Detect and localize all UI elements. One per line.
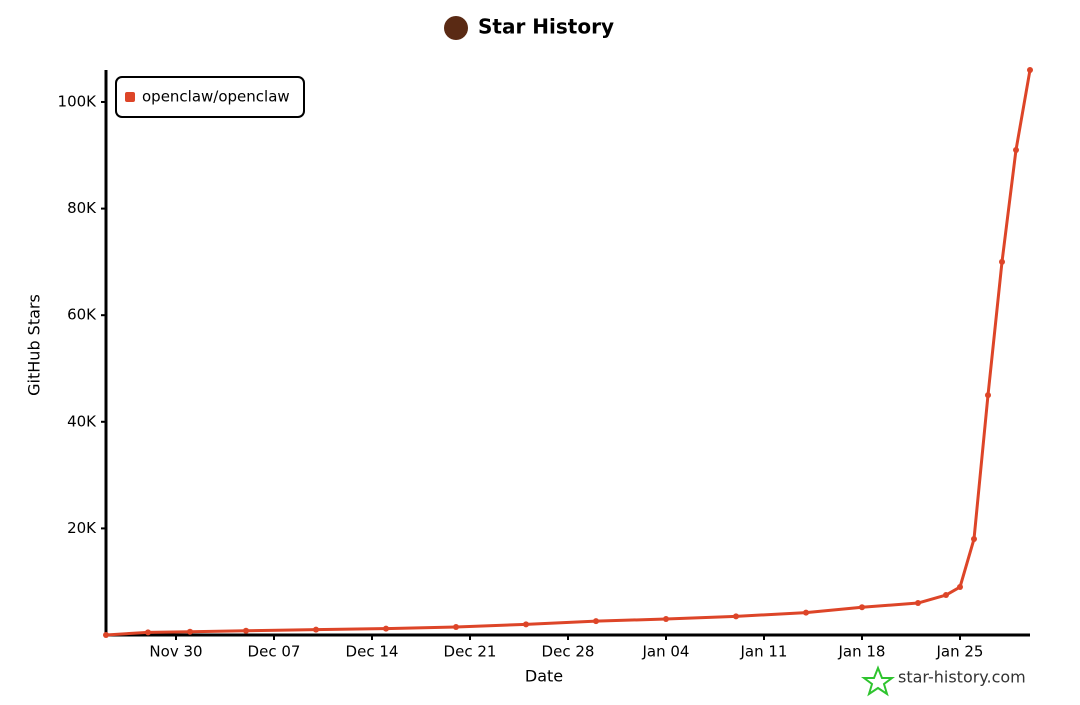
y-tick-label: 80K — [67, 199, 97, 217]
point — [1027, 67, 1033, 73]
x-tick-label: Dec 07 — [248, 643, 301, 661]
point — [523, 621, 529, 628]
x-tick-label: Jan 04 — [642, 643, 690, 661]
x-tick-label: Jan 25 — [936, 643, 984, 661]
point — [313, 626, 319, 633]
x-tick-label: Dec 14 — [346, 643, 399, 661]
point — [383, 625, 389, 632]
x-tick-label: Dec 28 — [542, 643, 595, 661]
point — [943, 592, 949, 599]
legend-label: openclaw/openclaw — [142, 88, 290, 106]
x-tick-label: Jan 11 — [740, 643, 788, 661]
avatar — [444, 16, 468, 40]
series-line — [105, 69, 1032, 637]
point — [1013, 146, 1019, 153]
x-tick-label: Jan 18 — [838, 643, 886, 661]
y-tick-label: 20K — [67, 519, 97, 537]
point — [103, 632, 109, 638]
point — [803, 609, 809, 616]
chart-title: Star History — [478, 15, 614, 39]
point — [187, 628, 193, 635]
y-tick-label: 60K — [67, 306, 97, 324]
point — [243, 627, 249, 634]
y-tick-label: 100K — [58, 92, 98, 110]
point — [915, 600, 921, 607]
logo — [861, 665, 895, 697]
point — [593, 618, 599, 625]
point — [859, 604, 865, 611]
legend-swatch — [125, 92, 135, 102]
x-tick-label: Nov 30 — [149, 643, 202, 661]
y-axis-label: GitHub Stars — [25, 294, 44, 396]
point — [663, 616, 669, 623]
point — [733, 613, 739, 620]
x-tick-label: Dec 21 — [444, 643, 497, 661]
legend-box — [115, 76, 305, 118]
point — [957, 584, 963, 591]
point — [453, 624, 459, 631]
point — [985, 392, 991, 399]
point — [145, 629, 151, 636]
watermark: star-history.com — [898, 668, 1026, 687]
x-axis-label: Date — [525, 667, 563, 686]
point — [971, 536, 977, 543]
y-tick-label: 40K — [67, 412, 97, 430]
point — [999, 258, 1005, 265]
